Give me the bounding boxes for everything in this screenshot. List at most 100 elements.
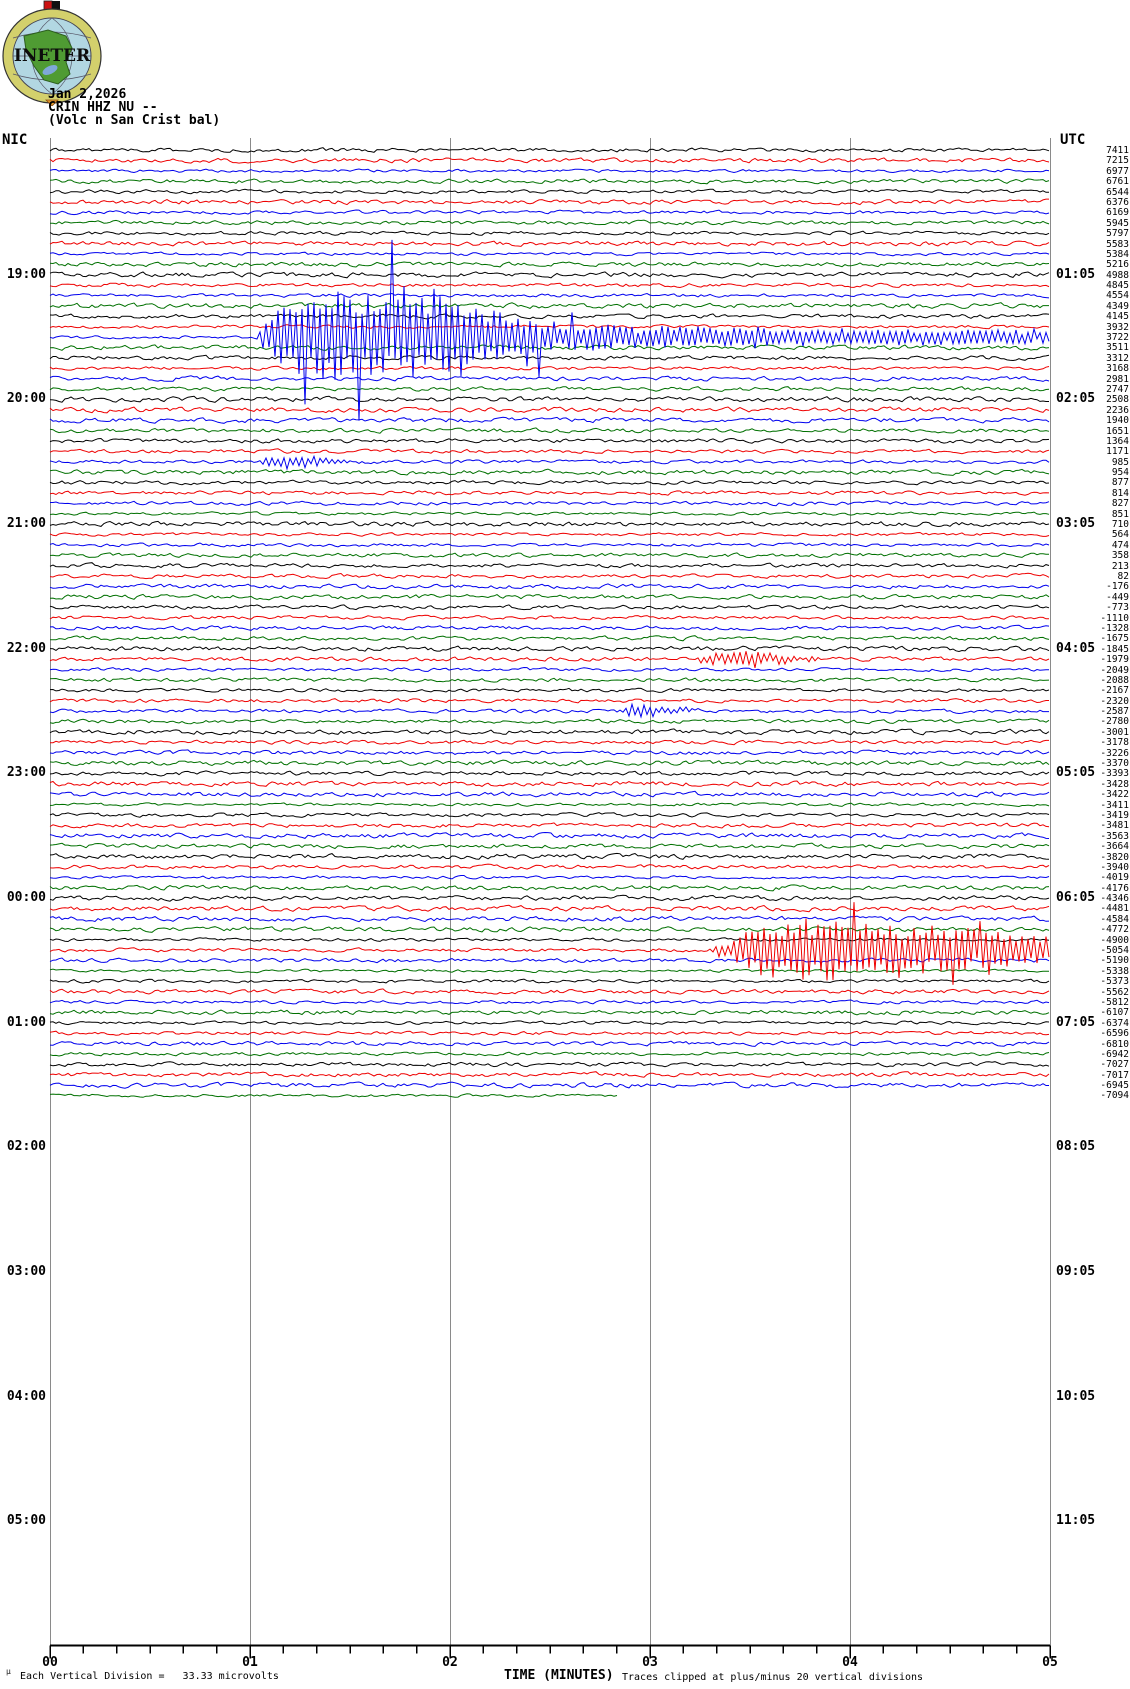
vertical-scale-note: Each Vertical Division = 33.33 microvolt…: [20, 1671, 279, 1682]
trace-offset-value: -5338: [1100, 965, 1129, 977]
seismic-trace-row: [49, 842, 1050, 850]
trace-offset-value: -2780: [1100, 716, 1129, 728]
trace-offset-value: 564: [1111, 529, 1129, 541]
trace-offset-value: 2981: [1106, 373, 1129, 385]
header-station: CRIN HHZ NU --: [48, 100, 158, 115]
local-time-label: 05:00: [6, 1513, 46, 1529]
logo-text: INETER: [14, 46, 91, 66]
seismic-trace-row: [49, 999, 1050, 1005]
local-time-label: 23:00: [6, 765, 46, 781]
seismic-trace-row: [49, 759, 1050, 767]
seismic-trace-row: [49, 988, 1050, 995]
seismic-trace-row: [49, 375, 1050, 382]
seismic-trace-event-row: [49, 702, 1049, 719]
seismic-trace-row: [49, 614, 1050, 621]
seismic-trace-row: [49, 292, 1050, 299]
seismic-trace-row: [49, 687, 1050, 694]
seismic-trace-row: [49, 852, 1050, 860]
seismic-trace-row: [49, 978, 1050, 984]
trace-offset-value: -3393: [1100, 768, 1129, 780]
trace-offset-value: 827: [1111, 498, 1129, 510]
trace-offset-value: 5945: [1106, 217, 1129, 229]
trace-offset-value: -449: [1106, 591, 1129, 603]
logo-lake: [42, 65, 58, 75]
seismic-trace-row: [50, 219, 1050, 226]
trace-offset-value: 4845: [1106, 280, 1129, 292]
trace-offset-value: -1328: [1100, 622, 1129, 634]
trace-offset-value: -3178: [1100, 737, 1129, 749]
seismic-trace-row: [49, 531, 1050, 537]
logo-plumb-pointer: [45, 99, 59, 106]
seismic-trace-row: [49, 271, 1050, 279]
seismic-trace-row: [49, 572, 1050, 580]
seismic-trace-row: [49, 542, 1050, 548]
seismic-trace-row: [49, 802, 1050, 808]
trace-offset-value: 4554: [1106, 290, 1129, 302]
seismic-trace-row: [49, 593, 1050, 601]
seismic-trace-row: [49, 168, 1050, 174]
trace-offset-value: 6761: [1106, 176, 1129, 188]
trace-offset-value: 7215: [1106, 155, 1129, 167]
utc-time-label: 11:05: [1056, 1513, 1096, 1529]
trace-offset-value: 710: [1111, 519, 1129, 531]
trace-offset-value: -5190: [1100, 955, 1129, 967]
logo-nicaragua-landmass: [23, 29, 73, 85]
utc-time-label: 07:05: [1056, 1014, 1096, 1030]
trace-offset-value: -1110: [1100, 612, 1129, 624]
trace-offset-value: 2747: [1106, 383, 1129, 395]
seismic-trace-row: [49, 968, 1049, 974]
trace-offset-value: 3932: [1106, 321, 1129, 333]
header-date: Jan 2,2026: [48, 87, 127, 102]
seismic-trace-row: [49, 1071, 1050, 1078]
seismic-trace-row: [49, 831, 1050, 840]
trace-offset-value: 1940: [1106, 415, 1129, 427]
logo-flag-black: [52, 1, 60, 12]
trace-offset-value: 1171: [1106, 446, 1129, 458]
trace-offset-value: -2088: [1100, 674, 1129, 686]
ineter-logo: INETER: [2, 0, 102, 106]
local-time-label: 00:00: [6, 890, 46, 906]
nic-column-label: NIC: [2, 132, 28, 148]
trace-offset-value: 7411: [1106, 145, 1129, 156]
trace-offset-value: 6977: [1106, 165, 1129, 177]
seismic-trace-row: [49, 230, 1050, 236]
utc-time-label: 09:05: [1056, 1264, 1096, 1280]
trace-offset-value: -3226: [1100, 747, 1129, 759]
seismic-trace-row: [49, 1093, 618, 1098]
trace-offset-value: 5797: [1106, 228, 1129, 240]
clip-note: Traces clipped at plus/minus 20 vertical…: [622, 1672, 924, 1683]
seismic-trace-row: [49, 822, 1050, 829]
seismic-trace-row: [49, 780, 1050, 788]
trace-offset-value: 4988: [1106, 269, 1129, 281]
seismic-trace-row: [49, 448, 1050, 455]
trace-offset-value: -2167: [1100, 685, 1129, 697]
trace-offset-value: 3312: [1106, 352, 1129, 364]
seismic-trace-row: [49, 1081, 1049, 1089]
trace-offset-value: 474: [1111, 539, 1129, 551]
trace-offset-value: -3481: [1100, 820, 1129, 832]
seismic-trace-row: [49, 875, 1050, 880]
seismic-trace-row: [49, 490, 1050, 496]
trace-offset-value: -4772: [1100, 924, 1129, 936]
trace-offset-value: 6544: [1106, 186, 1129, 198]
trace-offset-value: 5583: [1106, 238, 1129, 250]
trace-offset-value: 851: [1111, 508, 1129, 520]
seismic-trace-event-row: [49, 651, 1050, 669]
trace-offset-value: 358: [1111, 550, 1129, 562]
trace-offset-value: -5373: [1100, 976, 1129, 988]
seismic-trace-row: [49, 1009, 1050, 1016]
seismic-trace-event-row: [49, 454, 1050, 471]
trace-offset-value: 6376: [1106, 196, 1129, 208]
local-time-label: 04:00: [6, 1388, 46, 1404]
seismic-trace-row: [49, 790, 1050, 798]
trace-offset-value: -2320: [1100, 695, 1129, 707]
seismic-trace-row: [49, 468, 1050, 476]
local-time-label: 03:00: [6, 1264, 46, 1280]
utc-time-label: 04:05: [1056, 640, 1096, 656]
header-location: (Volc n San Crist bal): [48, 113, 221, 128]
seismic-trace-row: [49, 209, 1050, 216]
seismic-trace-row: [49, 812, 1050, 818]
seismic-trace-row: [49, 604, 1050, 611]
trace-offset-value: -3370: [1100, 758, 1129, 769]
